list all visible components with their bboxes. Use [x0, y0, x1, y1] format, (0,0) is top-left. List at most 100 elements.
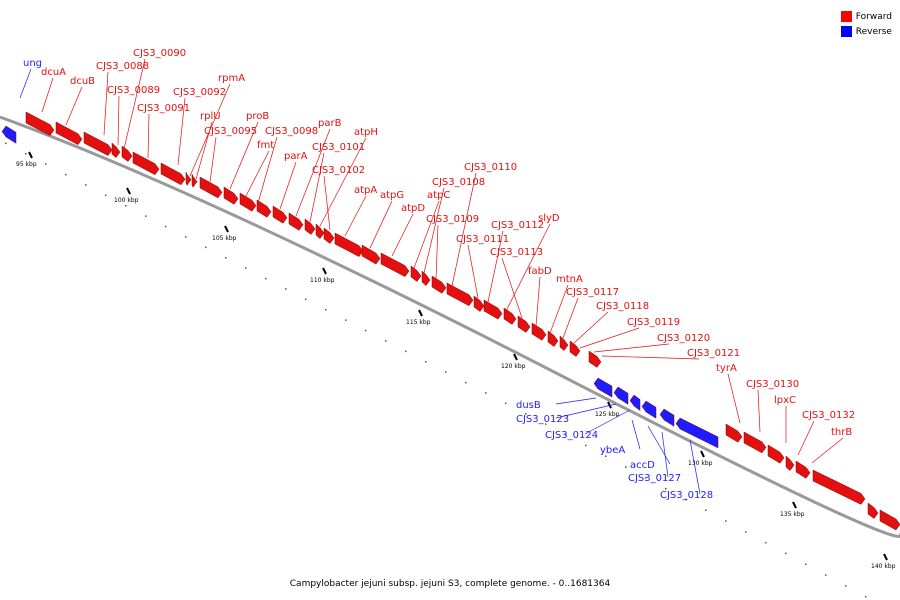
- forward-gene[interactable]: [446, 282, 474, 307]
- forward-gene-leader: [245, 150, 270, 197]
- forward-gene-leader: [505, 223, 551, 312]
- forward-gene-leader: [601, 355, 700, 360]
- tick-label: 105 kbp: [212, 235, 237, 242]
- forward-gene[interactable]: [879, 509, 900, 531]
- forward-gene-label: atpG: [380, 190, 404, 201]
- reverse-gene-label: CJS3_0123: [516, 414, 569, 425]
- forward-gene-label: CJS3_0120: [657, 333, 710, 344]
- forward-gene[interactable]: [785, 455, 795, 471]
- forward-gene[interactable]: [517, 315, 531, 333]
- reverse-gene[interactable]: [1, 125, 17, 144]
- forward-gene[interactable]: [121, 145, 133, 162]
- reverse-gene[interactable]: [641, 400, 657, 419]
- forward-gene[interactable]: [239, 192, 257, 212]
- reverse-gene-leader: [555, 403, 617, 419]
- minor-tick: [605, 455, 607, 457]
- forward-gene[interactable]: [431, 275, 447, 294]
- minor-tick: [445, 371, 447, 373]
- forward-gene-leader: [573, 311, 609, 344]
- forward-gene[interactable]: [334, 232, 364, 257]
- forward-gene[interactable]: [743, 431, 767, 454]
- minor-tick: [725, 520, 727, 522]
- minor-tick: [805, 563, 807, 565]
- forward-gene-leader: [593, 343, 670, 353]
- forward-gene[interactable]: [288, 212, 304, 231]
- forward-swatch: [840, 11, 852, 22]
- tick-label: 100 kbp: [114, 197, 139, 204]
- forward-gene-leader: [757, 389, 761, 433]
- forward-gene-leader: [117, 95, 120, 146]
- forward-gene-label: CJS3_0092: [173, 87, 226, 98]
- forward-gene-leader: [323, 175, 331, 231]
- forward-gene[interactable]: [111, 142, 121, 158]
- minor-tick: [245, 267, 247, 269]
- forward-gene[interactable]: [421, 270, 431, 286]
- forward-gene[interactable]: [588, 350, 602, 368]
- forward-gene[interactable]: [323, 227, 335, 244]
- forward-gene[interactable]: [812, 469, 866, 505]
- forward-gene[interactable]: [473, 295, 485, 312]
- forward-gene[interactable]: [315, 223, 325, 239]
- forward-gene-label: CJS3_0098: [265, 126, 318, 137]
- forward-gene-label: CJS3_0090: [133, 48, 186, 59]
- forward-gene-label: CJS3_0118: [596, 301, 649, 312]
- minor-tick: [565, 433, 567, 436]
- forward-gene[interactable]: [531, 322, 547, 341]
- minor-tick: [345, 319, 347, 321]
- forward-gene[interactable]: [185, 171, 192, 186]
- reverse-gene[interactable]: [593, 377, 613, 398]
- reverse-gene[interactable]: [629, 394, 641, 411]
- forward-gene-leader: [309, 152, 325, 223]
- forward-gene[interactable]: [199, 176, 223, 199]
- forward-gene[interactable]: [483, 299, 503, 320]
- forward-gene-label: atpA: [354, 185, 377, 196]
- forward-gene[interactable]: [304, 218, 316, 235]
- forward-gene[interactable]: [361, 244, 381, 265]
- minor-tick: [685, 498, 687, 501]
- minor-tick: [785, 552, 787, 555]
- forward-gene-leader: [103, 71, 109, 136]
- tick-label: 130 kbp: [688, 460, 713, 467]
- forward-gene-leader: [195, 121, 213, 180]
- forward-gene[interactable]: [160, 162, 186, 186]
- forward-gene[interactable]: [767, 444, 785, 464]
- forward-gene[interactable]: [725, 423, 743, 443]
- forward-gene[interactable]: [223, 186, 239, 205]
- forward-gene[interactable]: [559, 335, 569, 351]
- forward-gene[interactable]: [867, 502, 879, 519]
- forward-gene[interactable]: [256, 199, 272, 218]
- reverse-gene-leader: [19, 68, 32, 99]
- forward-gene-leader: [579, 327, 640, 349]
- forward-gene[interactable]: [55, 121, 83, 146]
- reverse-gene-leader: [555, 397, 597, 405]
- forward-gene-label: CJS3_0121: [687, 348, 740, 359]
- forward-gene[interactable]: [272, 205, 288, 224]
- forward-gene-leader: [413, 200, 440, 269]
- forward-gene[interactable]: [503, 307, 517, 325]
- forward-gene[interactable]: [25, 111, 55, 136]
- reverse-gene-leader: [584, 409, 631, 435]
- forward-gene[interactable]: [132, 151, 160, 176]
- forward-gene-leader: [423, 187, 445, 274]
- major-tick: [126, 187, 131, 195]
- major-tick: [418, 309, 423, 317]
- minor-tick: [465, 381, 467, 384]
- forward-gene-label: CJS3_0109: [426, 214, 479, 225]
- forward-gene[interactable]: [380, 252, 410, 277]
- forward-gene[interactable]: [795, 460, 811, 479]
- forward-gene[interactable]: [83, 131, 113, 156]
- minor-tick: [65, 173, 67, 176]
- forward-gene[interactable]: [410, 265, 422, 282]
- forward-gene[interactable]: [569, 340, 581, 357]
- reverse-gene[interactable]: [613, 386, 629, 405]
- tick-label: 120 kbp: [501, 363, 526, 370]
- reverse-gene[interactable]: [659, 408, 675, 427]
- minor-tick: [865, 595, 867, 598]
- forward-gene-label: CJS3_0119: [627, 317, 680, 328]
- minor-tick: [145, 215, 147, 217]
- tick-label: 115 kbp: [406, 319, 431, 326]
- reverse-gene[interactable]: [675, 417, 719, 449]
- forward-gene[interactable]: [547, 330, 559, 347]
- minor-tick: [305, 298, 307, 301]
- forward-gene[interactable]: [191, 173, 198, 188]
